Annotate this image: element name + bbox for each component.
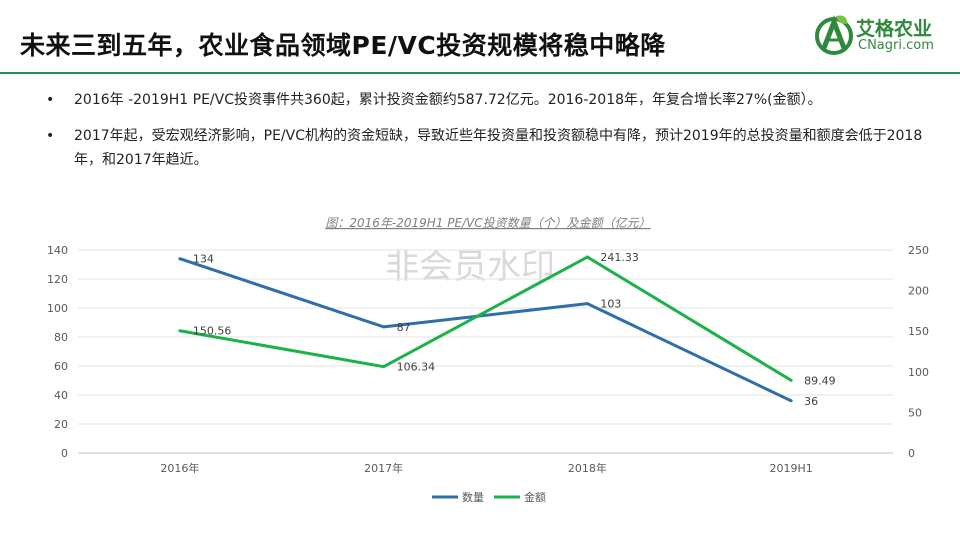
left-axis-tick-label: 140 (47, 244, 68, 257)
right-axis-tick-label: 250 (908, 244, 929, 257)
cnagri-logo: 艾格农业 CNagri.com (814, 10, 954, 60)
x-axis-tick-label: 2016年 (160, 461, 199, 475)
bullet-dot-icon: • (46, 128, 55, 144)
left-axis-tick-label: 0 (61, 447, 68, 460)
series-line-2 (179, 255, 792, 382)
data-label: 106.34 (397, 361, 436, 374)
data-label: 103 (600, 298, 621, 311)
logo-english-name: CNagri.com (858, 38, 934, 53)
right-axis-tick-label: 50 (908, 406, 922, 419)
data-label: 241.33 (600, 251, 639, 264)
page-title: 未来三到五年，农业食品领域PE/VC投资规模将稳中略降 (20, 31, 666, 60)
bullet-dot-icon: • (46, 92, 55, 108)
data-point (585, 255, 589, 259)
legend-label: 金额 (524, 490, 546, 504)
chart-series: 134 87 103 36 150.56 106.34 241.33 89.49 (178, 251, 836, 408)
data-point (585, 302, 589, 306)
chart-legend: 数量 金额 (432, 490, 546, 504)
x-axis-tick-label: 2018年 (568, 461, 607, 475)
title-divider (0, 72, 960, 74)
chart-title: 图：2016年-2019H1 PE/VC投资数量（个）及金额（亿元） (325, 216, 650, 230)
data-point (789, 378, 793, 382)
left-axis-tick-label: 120 (47, 273, 68, 286)
series-line-1 (179, 257, 792, 403)
x-axis-tick-label: 2019H1 (769, 462, 812, 475)
data-label: 134 (193, 253, 214, 266)
right-axis-ticks: 0 50 100 150 200 250 (908, 244, 929, 460)
data-point (178, 257, 182, 261)
leaf-a-icon (815, 15, 853, 55)
watermark-text: 非会员水印 (385, 247, 555, 287)
data-label: 150.56 (193, 325, 232, 338)
bullet-item: • 2016年 -2019H1 PE/VC投资事件共360起，累计投资金额约58… (46, 88, 926, 112)
logo-chinese-name: 艾格农业 (856, 18, 933, 40)
data-label: 87 (397, 321, 411, 334)
legend-label: 数量 (462, 491, 484, 504)
left-axis-tick-label: 40 (54, 389, 68, 402)
left-axis-tick-label: 100 (47, 302, 68, 315)
data-point (382, 325, 386, 329)
right-axis-tick-label: 200 (908, 285, 929, 298)
investment-line-chart: 图：2016年-2019H1 PE/VC投资数量（个）及金额（亿元） 非会员水印… (47, 216, 929, 504)
data-label: 36 (804, 395, 818, 408)
left-axis-tick-label: 20 (54, 418, 68, 431)
left-axis-tick-label: 80 (54, 331, 68, 344)
data-point (382, 365, 386, 369)
x-axis-ticks: 2016年 2017年 2018年 2019H1 (160, 461, 812, 475)
data-point (178, 329, 182, 333)
summary-bullets: • 2016年 -2019H1 PE/VC投资事件共360起，累计投资金额约58… (46, 88, 926, 184)
right-axis-tick-label: 0 (908, 447, 915, 460)
data-point (789, 399, 793, 403)
bullet-text: 2017年起，受宏观经济影响，PE/VC机构的资金短缺，导致近些年投资量和投资额… (74, 128, 923, 168)
bullet-text: 2016年 -2019H1 PE/VC投资事件共360起，累计投资金额约587.… (74, 92, 822, 108)
data-label: 89.49 (804, 374, 836, 387)
x-axis-tick-label: 2017年 (364, 461, 403, 475)
bullet-item: • 2017年起，受宏观经济影响，PE/VC机构的资金短缺，导致近些年投资量和投… (46, 124, 926, 172)
left-axis-ticks: 0 20 40 60 80 100 120 140 (47, 244, 68, 460)
right-axis-tick-label: 100 (908, 366, 929, 379)
right-axis-tick-label: 150 (908, 325, 929, 338)
left-axis-tick-label: 60 (54, 360, 68, 373)
